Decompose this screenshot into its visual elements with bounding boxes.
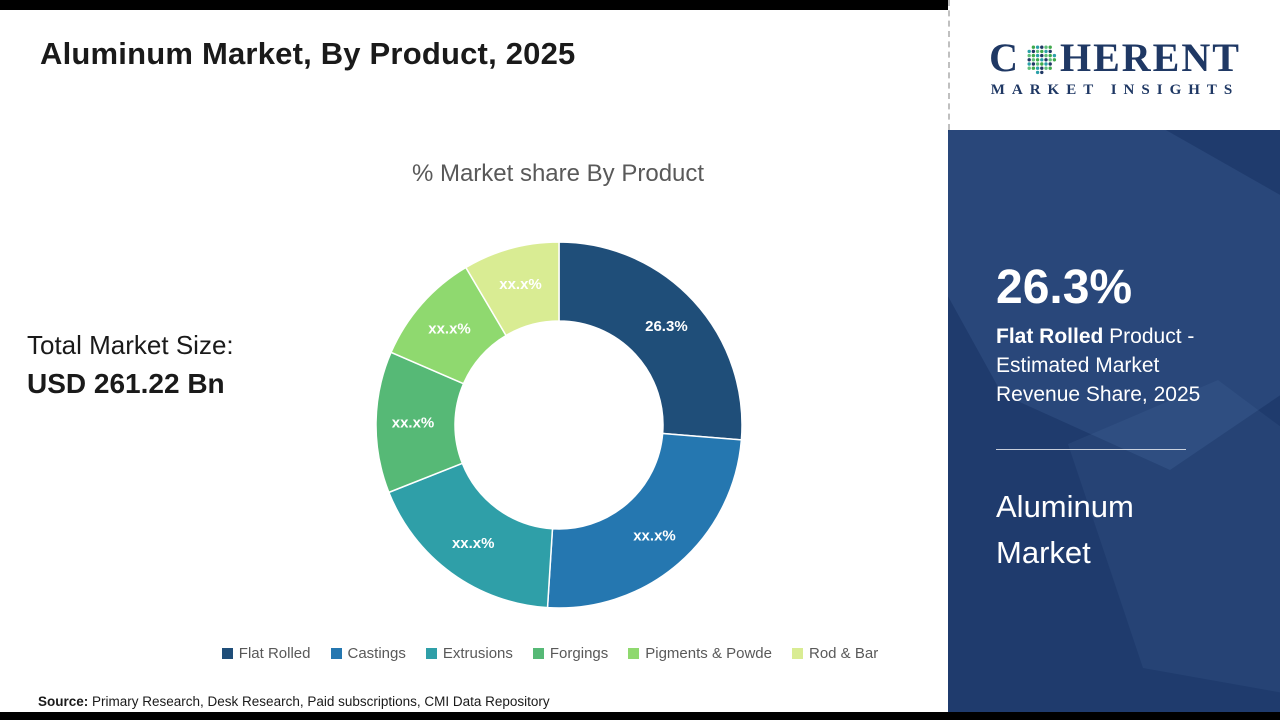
segment-label: xx.x% xyxy=(392,415,435,432)
source-label: Source: xyxy=(38,694,89,709)
segment-label: xx.x% xyxy=(428,320,471,337)
brand-logo-wordmark: C HERENT xyxy=(989,34,1241,80)
legend-label: Pigments & Powde xyxy=(645,645,772,662)
sidebar-divider xyxy=(996,449,1186,450)
segment-label: xx.x% xyxy=(499,276,542,293)
top-black-bar xyxy=(0,0,948,10)
highlight-stat-rest: Product - Estimated Market Revenue Share… xyxy=(996,325,1201,406)
logo-text-prefix: C xyxy=(989,34,1020,80)
total-market-size-value: USD 261.22 Bn xyxy=(27,368,225,399)
legend-label: Extrusions xyxy=(442,645,513,662)
brand-logo: C HERENT MARKET INSIGHTS xyxy=(948,0,1280,130)
legend-item: Extrusions xyxy=(425,645,513,662)
highlight-stat-description: Flat Rolled Product - Estimated Market R… xyxy=(996,322,1226,409)
total-market-size-block: Total Market Size: USD 261.22 Bn xyxy=(27,326,327,404)
legend-item: Forgings xyxy=(532,645,609,662)
legend-label: Rod & Bar xyxy=(808,645,879,662)
segment-label: xx.x% xyxy=(452,535,495,552)
highlight-stat-value: 26.3% xyxy=(996,261,1133,314)
donut-segment-castings xyxy=(546,432,743,609)
legend-label: Forgings xyxy=(549,645,609,662)
legend-item: Flat Rolled xyxy=(221,645,311,662)
donut-chart: 26.3% xx.x% xx.x% xx.x% xx.x% xx.x% xyxy=(372,238,746,612)
legend-swatch-icon xyxy=(330,648,342,659)
legend-item: Pigments & Powde xyxy=(628,645,772,662)
legend-swatch-icon xyxy=(532,648,544,659)
logo-text-suffix: HERENT xyxy=(1059,34,1241,80)
chart-title: % Market share By Product xyxy=(411,160,705,187)
legend-label: Flat Rolled xyxy=(238,645,311,662)
donut-chart-svg: 26.3% xx.x% xx.x% xx.x% xx.x% xx.x% xyxy=(375,241,743,609)
bottom-black-bar xyxy=(0,712,1280,720)
source-text: Primary Research, Desk Research, Paid su… xyxy=(88,694,550,709)
sidebar-content: 26.3% Flat Rolled Product - Estimated Ma… xyxy=(996,262,1226,576)
segment-label: 26.3% xyxy=(645,318,688,335)
legend-swatch-icon xyxy=(791,648,803,659)
highlight-stat-bold: Flat Rolled xyxy=(996,325,1104,348)
donut-segment-flat-rolled xyxy=(558,241,743,441)
legend-item: Castings xyxy=(330,645,406,662)
donut-segment-extrusions xyxy=(387,462,554,609)
market-name: Aluminum Market xyxy=(996,489,1134,570)
brand-logo-subtitle: MARKET INSIGHTS xyxy=(990,81,1240,98)
total-market-size-label: Total Market Size: xyxy=(27,330,234,360)
legend-swatch-icon xyxy=(628,648,640,659)
legend-label: Castings xyxy=(347,645,406,662)
source-line: Source: Primary Research, Desk Research,… xyxy=(38,694,550,709)
legend-swatch-icon xyxy=(221,648,233,659)
segment-label: xx.x% xyxy=(633,527,676,544)
legend-item: Rod & Bar xyxy=(791,645,879,662)
page-title: Aluminum Market, By Product, 2025 xyxy=(40,36,576,71)
legend-swatch-icon xyxy=(425,648,437,659)
chart-legend: Flat Rolled Castings Extrusions Forgings Pig… xyxy=(150,645,950,662)
sidebar-panel xyxy=(948,0,1280,720)
donut-segment-rod-bar xyxy=(464,241,560,337)
globe-logo-icon xyxy=(1027,45,1057,74)
